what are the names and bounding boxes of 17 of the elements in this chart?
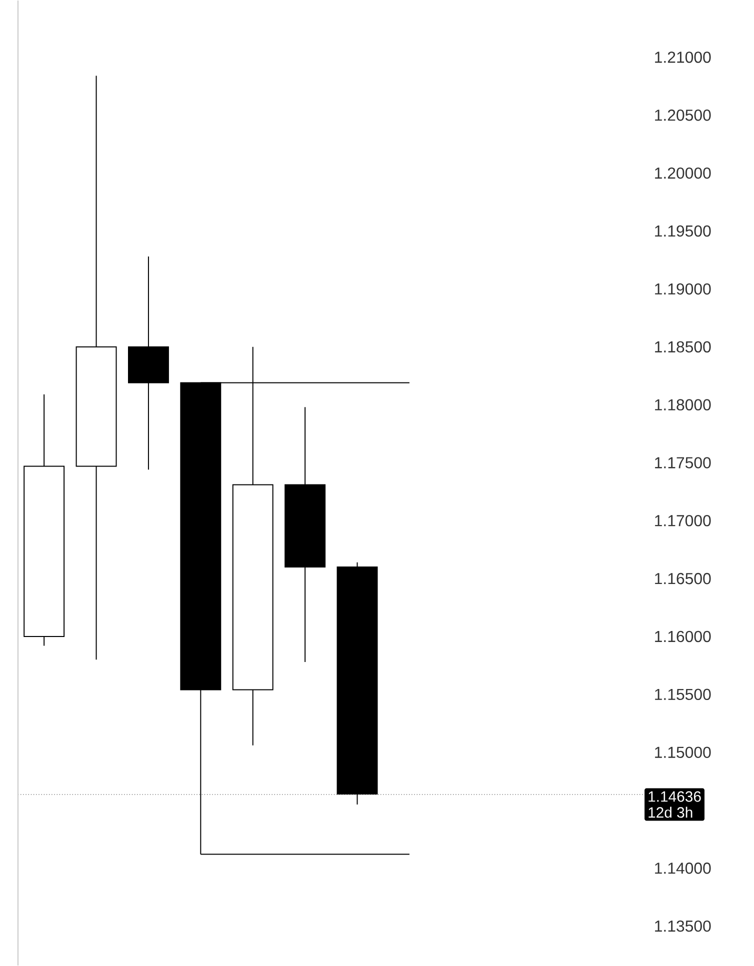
y-tick-label: 1.15500 bbox=[654, 688, 711, 700]
y-tick-label: 1.15000 bbox=[654, 746, 711, 758]
y-tick-label: 1.19000 bbox=[654, 283, 711, 295]
y-tick-label: 1.17500 bbox=[654, 457, 711, 468]
y-tick-label: 1.16500 bbox=[654, 572, 711, 584]
text: 12d 3h bbox=[648, 806, 692, 818]
y-tick-label: 1.20000 bbox=[654, 167, 711, 179]
y-tick-label: 1.17000 bbox=[654, 515, 711, 526]
ref-line-label: 1.14636 bbox=[648, 791, 701, 802]
y-tick-label: 1.14000 bbox=[654, 862, 711, 874]
y-tick-label: 1.18500 bbox=[654, 341, 711, 353]
y-tick-label: 1.19500 bbox=[654, 225, 711, 237]
y-tick-label: 1.13500 bbox=[654, 920, 711, 932]
y-tick-label: 1.16000 bbox=[654, 630, 711, 642]
y-tick-label: 1.20500 bbox=[654, 110, 711, 121]
y-tick-label: 1.21000 bbox=[654, 52, 711, 63]
y-tick-label: 1.18000 bbox=[654, 399, 711, 410]
